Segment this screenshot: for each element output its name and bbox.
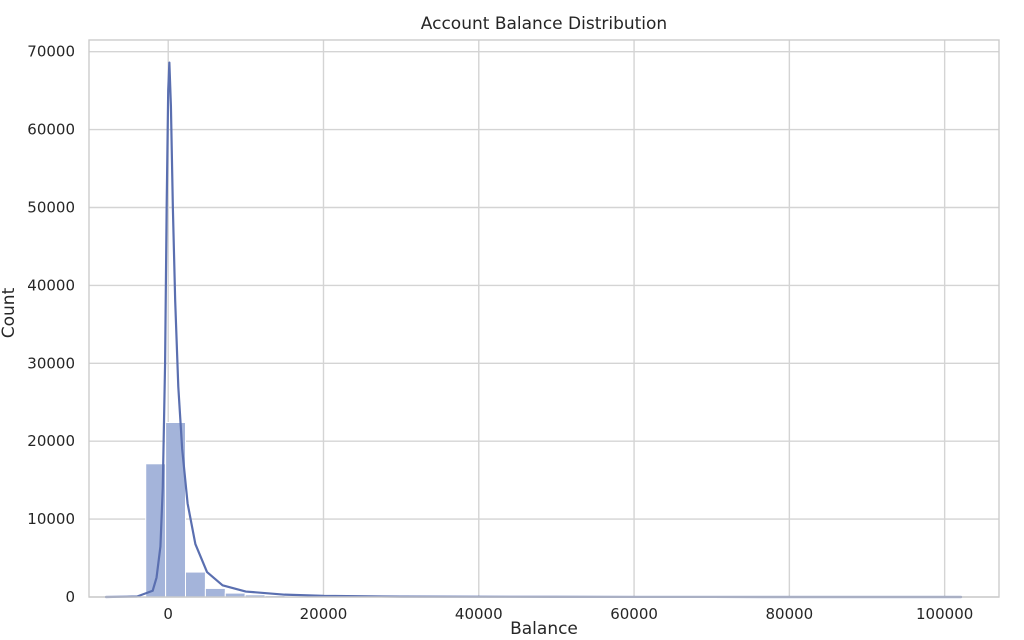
plot-background bbox=[89, 40, 999, 597]
x-tick-label-5: 100000 bbox=[916, 605, 973, 623]
plot-frame bbox=[88, 39, 1000, 598]
y-axis-label: Count bbox=[0, 287, 19, 338]
y-tick-label-0: 0 bbox=[65, 588, 75, 606]
y-tick-label-4: 40000 bbox=[27, 276, 75, 294]
histogram-bar-5 bbox=[204, 587, 226, 598]
x-tick-label-1: 20000 bbox=[300, 605, 348, 623]
x-axis-label: Balance bbox=[510, 619, 578, 639]
x-tick-label-0: 0 bbox=[163, 605, 173, 623]
x-tick-label-3: 60000 bbox=[610, 605, 658, 623]
kde-curve-layer bbox=[104, 61, 963, 599]
y-tick-label-7: 70000 bbox=[27, 43, 75, 61]
y-tick-label-1: 10000 bbox=[27, 510, 75, 528]
x-tick-label-4: 80000 bbox=[765, 605, 813, 623]
y-tick-label-2: 20000 bbox=[27, 432, 75, 450]
y-tick-label-3: 30000 bbox=[27, 354, 75, 372]
tick-labels: 0 20000 40000 60000 80000 100000 0 10000 20000 30… bbox=[27, 43, 973, 623]
x-tick-label-2: 40000 bbox=[455, 605, 503, 623]
y-tick-label-6: 60000 bbox=[27, 121, 75, 139]
kde-curve bbox=[104, 61, 963, 599]
plot-area bbox=[89, 40, 999, 597]
grid-lines bbox=[89, 40, 999, 598]
y-tick-label-5: 50000 bbox=[27, 198, 75, 216]
chart-title: Account Balance Distribution bbox=[421, 14, 667, 34]
histogram-bar-4 bbox=[185, 571, 206, 598]
plot-border bbox=[88, 39, 1000, 598]
